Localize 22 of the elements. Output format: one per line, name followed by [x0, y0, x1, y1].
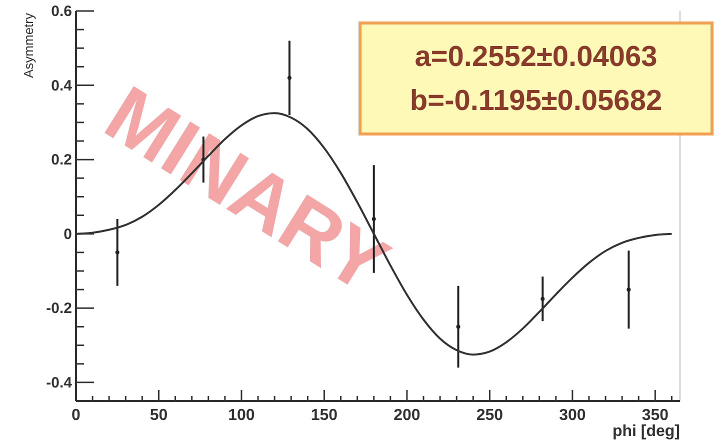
- y-axis-title: Asymmetry: [21, 12, 36, 78]
- y-tick-label: 0: [64, 226, 72, 243]
- x-tick-label: 50: [150, 407, 168, 424]
- annotation: b=-0.1195±0.05682: [410, 85, 662, 117]
- point: [626, 288, 631, 292]
- x-tick-label: 100: [228, 407, 255, 424]
- y-tick-label: -0.2: [46, 300, 72, 318]
- x-tick-label: 250: [476, 407, 504, 424]
- annotation: a=0.2552±0.04063: [414, 41, 658, 73]
- x-tick-label: 300: [559, 407, 586, 424]
- fit-parameters-box: a=0.2552±0.04063 b=-0.1195±0.05682: [358, 22, 714, 136]
- y-tick-label: 0.4: [51, 77, 73, 94]
- point: [540, 296, 545, 301]
- y-tick-label: 0.2: [51, 152, 72, 169]
- y-tick-label: 0.6: [51, 3, 72, 20]
- point: [456, 324, 460, 329]
- point: [287, 76, 292, 80]
- y-tick-label: -0.4: [46, 374, 73, 392]
- x-tick-label: 350: [642, 407, 669, 424]
- x-axis-title: phi [deg]: [612, 423, 680, 440]
- x-tick-label: 150: [310, 407, 338, 424]
- x-tick-label: 200: [394, 407, 420, 424]
